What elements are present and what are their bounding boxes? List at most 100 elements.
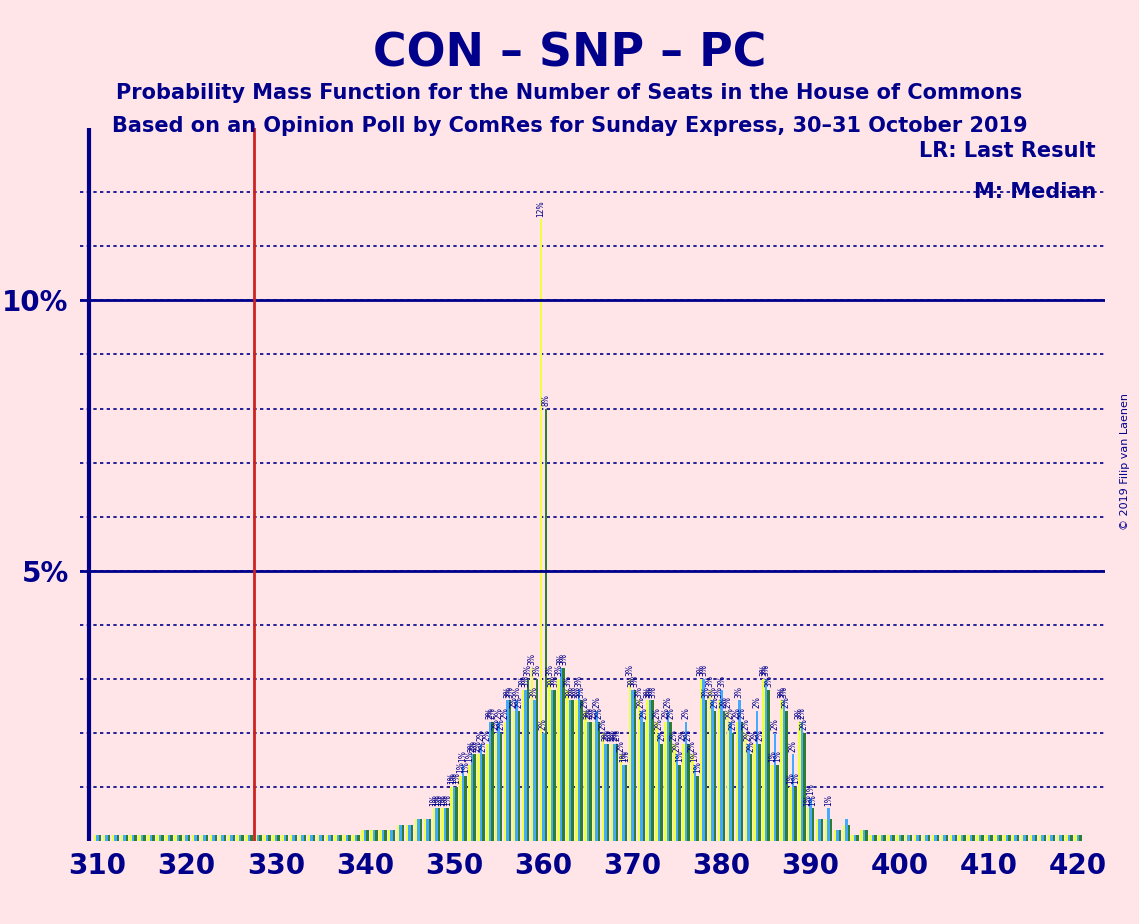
Bar xyxy=(321,835,325,841)
Bar xyxy=(580,700,583,841)
Text: 3%: 3% xyxy=(527,653,536,665)
Bar xyxy=(167,835,170,841)
Bar xyxy=(999,835,1001,841)
Bar xyxy=(1080,835,1082,841)
Text: 3%: 3% xyxy=(518,675,527,687)
Bar xyxy=(978,835,982,841)
Bar xyxy=(1043,835,1047,841)
Bar xyxy=(1032,835,1034,841)
Bar xyxy=(256,835,260,841)
Bar xyxy=(673,744,675,841)
Text: Probability Mass Function for the Number of Seats in the House of Commons: Probability Mass Function for the Number… xyxy=(116,83,1023,103)
Bar xyxy=(866,830,868,841)
Text: 2%: 2% xyxy=(604,729,613,741)
Bar xyxy=(330,835,333,841)
Bar xyxy=(901,835,903,841)
Bar xyxy=(232,835,235,841)
Bar xyxy=(860,830,863,841)
Bar xyxy=(818,820,821,841)
Text: 1%: 1% xyxy=(622,750,631,762)
Text: 3%: 3% xyxy=(546,664,555,676)
Text: 3%: 3% xyxy=(565,686,574,698)
Text: 2%: 2% xyxy=(753,697,762,709)
Bar xyxy=(661,744,663,841)
Bar xyxy=(221,835,223,841)
Bar xyxy=(358,835,360,841)
Bar xyxy=(899,835,901,841)
Bar xyxy=(616,744,618,841)
Bar xyxy=(293,835,295,841)
Bar xyxy=(640,711,642,841)
Bar xyxy=(792,754,794,841)
Text: 2%: 2% xyxy=(782,697,790,709)
Bar xyxy=(112,835,114,841)
Text: 3%: 3% xyxy=(513,686,521,698)
Text: 2%: 2% xyxy=(474,740,483,752)
Bar xyxy=(624,765,628,841)
Bar xyxy=(906,835,908,841)
Bar xyxy=(156,835,158,841)
Bar xyxy=(785,711,788,841)
Bar xyxy=(988,835,990,841)
Text: 3%: 3% xyxy=(697,664,706,676)
Text: 2%: 2% xyxy=(670,729,679,741)
Bar xyxy=(200,835,203,841)
Bar xyxy=(572,700,574,841)
Bar xyxy=(1052,835,1055,841)
Bar xyxy=(789,787,792,841)
Bar xyxy=(1015,835,1017,841)
Bar xyxy=(1026,835,1029,841)
Bar xyxy=(526,679,530,841)
Bar xyxy=(696,776,698,841)
Text: 2%: 2% xyxy=(729,718,737,730)
Bar xyxy=(533,700,535,841)
Bar xyxy=(563,668,565,841)
Text: 2%: 2% xyxy=(581,697,590,709)
Text: 2%: 2% xyxy=(683,729,693,741)
Bar xyxy=(489,722,491,841)
Bar xyxy=(985,835,988,841)
Text: 1%: 1% xyxy=(459,750,467,762)
Bar xyxy=(658,733,661,841)
Bar xyxy=(794,787,796,841)
Bar xyxy=(605,744,607,841)
Bar xyxy=(317,835,319,841)
Bar xyxy=(736,722,738,841)
Text: 2%: 2% xyxy=(483,729,492,741)
Bar xyxy=(290,835,293,841)
Bar xyxy=(1059,835,1062,841)
Text: 3%: 3% xyxy=(554,664,563,676)
Bar xyxy=(917,835,919,841)
Bar xyxy=(548,679,551,841)
Text: 2%: 2% xyxy=(681,708,690,719)
Bar xyxy=(970,835,973,841)
Bar xyxy=(1021,835,1023,841)
Text: 3%: 3% xyxy=(762,664,771,676)
Bar xyxy=(450,787,453,841)
Text: Based on an Opinion Poll by ComRes for Sunday Express, 30–31 October 2019: Based on an Opinion Poll by ComRes for S… xyxy=(112,116,1027,137)
Bar xyxy=(179,835,181,841)
Bar xyxy=(482,754,484,841)
Bar xyxy=(277,835,279,841)
Bar xyxy=(887,835,890,841)
Bar xyxy=(976,835,978,841)
Text: 2%: 2% xyxy=(613,729,622,741)
Bar xyxy=(540,219,542,841)
Bar xyxy=(925,835,928,841)
Bar xyxy=(910,835,912,841)
Text: 2%: 2% xyxy=(595,708,604,719)
Bar xyxy=(871,835,875,841)
Bar xyxy=(652,700,654,841)
Bar xyxy=(816,820,818,841)
Bar xyxy=(611,744,613,841)
Bar xyxy=(402,824,404,841)
Bar xyxy=(642,722,645,841)
Bar xyxy=(186,835,188,841)
Text: 3%: 3% xyxy=(718,675,726,687)
Text: 2%: 2% xyxy=(795,708,804,719)
Text: 3%: 3% xyxy=(779,686,788,698)
Text: 2%: 2% xyxy=(732,708,741,719)
Bar xyxy=(773,733,777,841)
Bar xyxy=(685,722,687,841)
Text: 3%: 3% xyxy=(702,686,711,698)
